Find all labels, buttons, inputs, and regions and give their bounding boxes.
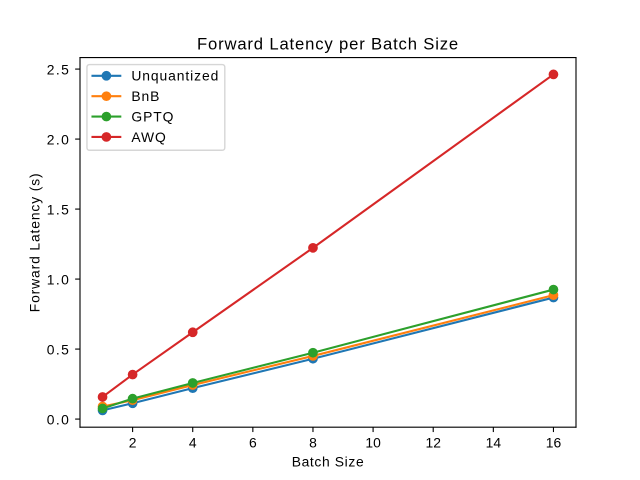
svg-text:Forward Latency per Batch Size: Forward Latency per Batch Size: [197, 34, 459, 53]
svg-text:Forward Latency (s): Forward Latency (s): [27, 173, 43, 313]
svg-text:16: 16: [546, 434, 562, 450]
svg-text:4: 4: [189, 434, 197, 450]
svg-text:0.0: 0.0: [47, 411, 70, 427]
svg-text:1.0: 1.0: [47, 271, 70, 287]
svg-text:10: 10: [365, 434, 381, 450]
svg-text:8: 8: [309, 434, 317, 450]
svg-text:GPTQ: GPTQ: [131, 108, 174, 124]
svg-text:6: 6: [249, 434, 257, 450]
svg-text:0.5: 0.5: [47, 341, 70, 357]
svg-text:2.0: 2.0: [47, 131, 70, 147]
svg-text:Unquantized: Unquantized: [131, 68, 219, 84]
svg-text:14: 14: [486, 434, 502, 450]
svg-text:2.5: 2.5: [47, 61, 70, 77]
svg-text:BnB: BnB: [131, 88, 160, 104]
svg-text:Batch Size: Batch Size: [292, 453, 365, 469]
svg-text:12: 12: [425, 434, 441, 450]
svg-text:AWQ: AWQ: [131, 129, 166, 145]
svg-text:1.5: 1.5: [47, 201, 70, 217]
svg-text:2: 2: [129, 434, 137, 450]
